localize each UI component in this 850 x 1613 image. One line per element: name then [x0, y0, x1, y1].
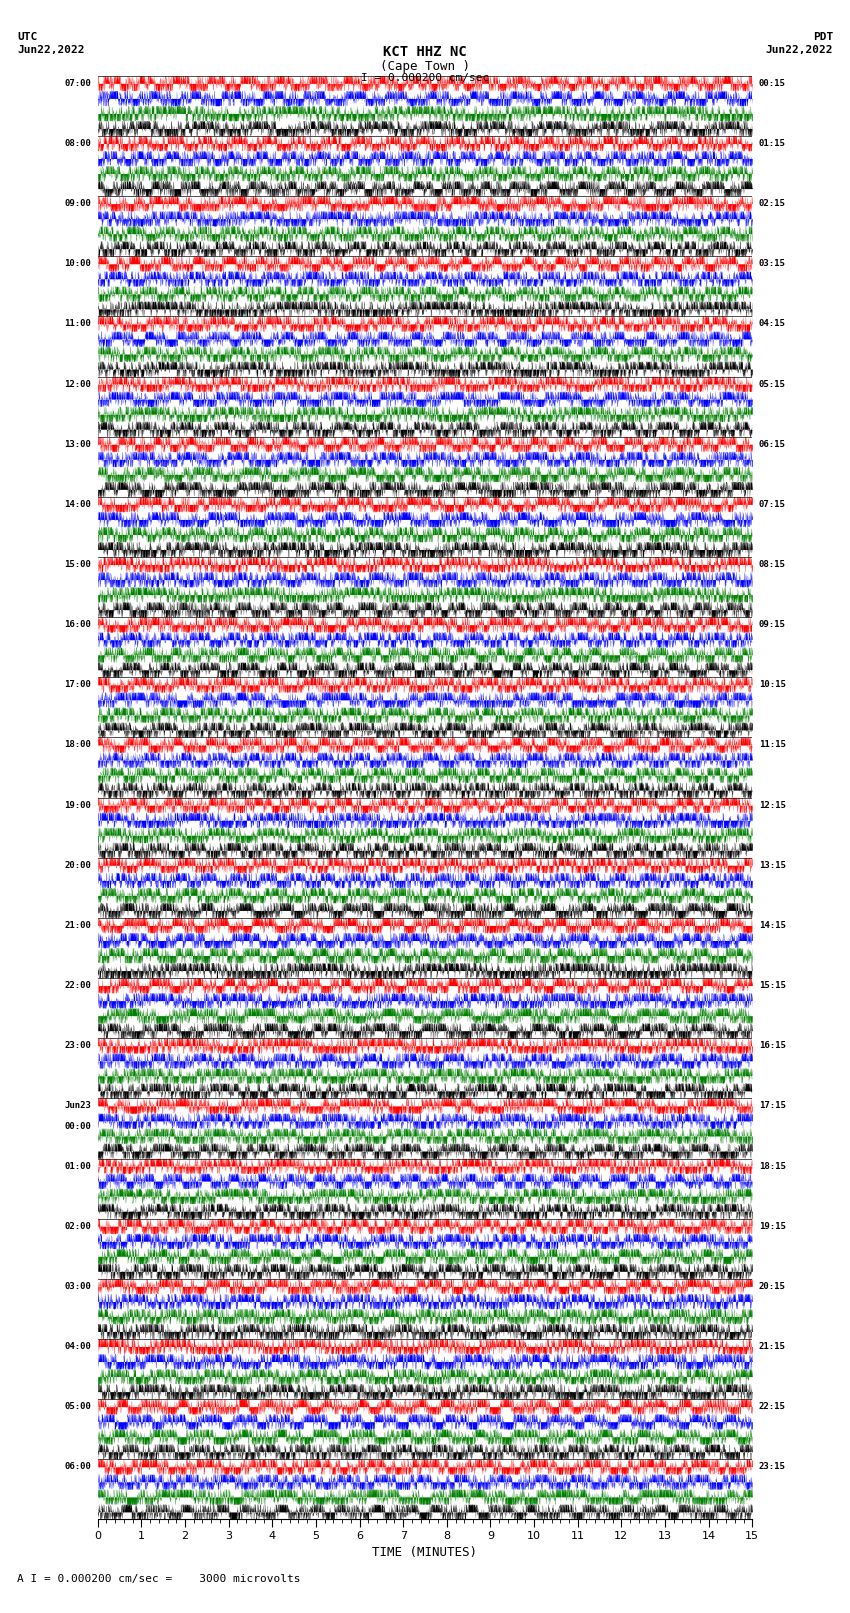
Text: 21:15: 21:15	[759, 1342, 785, 1352]
Text: 06:15: 06:15	[759, 440, 785, 448]
Text: 01:00: 01:00	[65, 1161, 91, 1171]
Text: 04:00: 04:00	[65, 1342, 91, 1352]
Text: 11:00: 11:00	[65, 319, 91, 329]
Text: 05:00: 05:00	[65, 1402, 91, 1411]
Text: 18:00: 18:00	[65, 740, 91, 750]
Text: 04:15: 04:15	[759, 319, 785, 329]
Text: 03:00: 03:00	[65, 1282, 91, 1290]
Text: PDT: PDT	[813, 32, 833, 42]
Text: 14:00: 14:00	[65, 500, 91, 508]
Text: 10:15: 10:15	[759, 681, 785, 689]
Text: 15:00: 15:00	[65, 560, 91, 569]
Text: 22:15: 22:15	[759, 1402, 785, 1411]
Text: 23:00: 23:00	[65, 1042, 91, 1050]
Text: 16:15: 16:15	[759, 1042, 785, 1050]
Text: 21:00: 21:00	[65, 921, 91, 931]
Text: Jun22,2022: Jun22,2022	[17, 45, 84, 55]
Text: 06:00: 06:00	[65, 1463, 91, 1471]
Text: 05:15: 05:15	[759, 379, 785, 389]
Text: 11:15: 11:15	[759, 740, 785, 750]
X-axis label: TIME (MINUTES): TIME (MINUTES)	[372, 1547, 478, 1560]
Text: 01:15: 01:15	[759, 139, 785, 148]
Text: Jun23: Jun23	[65, 1102, 91, 1110]
Text: 08:15: 08:15	[759, 560, 785, 569]
Text: 14:15: 14:15	[759, 921, 785, 931]
Text: 17:15: 17:15	[759, 1102, 785, 1110]
Text: 09:15: 09:15	[759, 619, 785, 629]
Text: 12:15: 12:15	[759, 800, 785, 810]
Text: 16:00: 16:00	[65, 619, 91, 629]
Text: 18:15: 18:15	[759, 1161, 785, 1171]
Text: 23:15: 23:15	[759, 1463, 785, 1471]
Text: Jun22,2022: Jun22,2022	[766, 45, 833, 55]
Text: 17:00: 17:00	[65, 681, 91, 689]
Text: 13:15: 13:15	[759, 861, 785, 869]
Text: 03:15: 03:15	[759, 260, 785, 268]
Text: 09:00: 09:00	[65, 198, 91, 208]
Text: 02:00: 02:00	[65, 1221, 91, 1231]
Text: 20:00: 20:00	[65, 861, 91, 869]
Text: KCT HHZ NC: KCT HHZ NC	[383, 45, 467, 60]
Text: 15:15: 15:15	[759, 981, 785, 990]
Text: UTC: UTC	[17, 32, 37, 42]
Text: 19:15: 19:15	[759, 1221, 785, 1231]
Text: A I = 0.000200 cm/sec =    3000 microvolts: A I = 0.000200 cm/sec = 3000 microvolts	[17, 1574, 301, 1584]
Text: 22:00: 22:00	[65, 981, 91, 990]
Text: 10:00: 10:00	[65, 260, 91, 268]
Text: 07:00: 07:00	[65, 79, 91, 87]
Text: I = 0.000200 cm/sec: I = 0.000200 cm/sec	[361, 73, 489, 82]
Text: 12:00: 12:00	[65, 379, 91, 389]
Text: (Cape Town ): (Cape Town )	[380, 60, 470, 73]
Text: 20:15: 20:15	[759, 1282, 785, 1290]
Text: 00:00: 00:00	[65, 1123, 91, 1131]
Text: 02:15: 02:15	[759, 198, 785, 208]
Text: 08:00: 08:00	[65, 139, 91, 148]
Text: 13:00: 13:00	[65, 440, 91, 448]
Text: 19:00: 19:00	[65, 800, 91, 810]
Text: 00:15: 00:15	[759, 79, 785, 87]
Text: 07:15: 07:15	[759, 500, 785, 508]
